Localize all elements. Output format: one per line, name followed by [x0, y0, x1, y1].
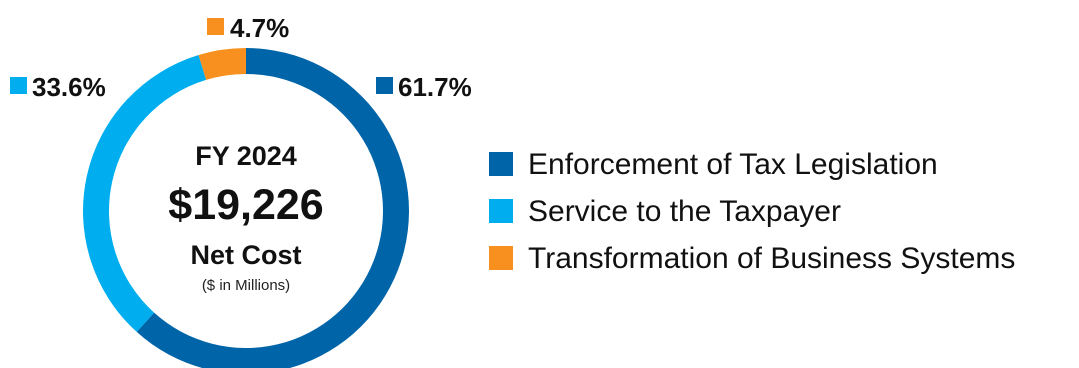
percent-label-service: 33.6% [32, 72, 106, 102]
legend: Enforcement of Tax Legislation Service to… [489, 148, 1015, 275]
slice-transformation [198, 48, 246, 80]
percent-label-transformation: 4.7% [230, 13, 289, 43]
legend-label-service: Service to the Taxpayer [528, 195, 841, 228]
center-value: $19,226 [168, 181, 323, 229]
legend-swatch-service [489, 199, 513, 223]
percent-swatch-enforcement [376, 77, 393, 94]
legend-swatch-transformation [489, 246, 513, 270]
percent-swatch-transformation [207, 18, 224, 35]
center-note: ($ in Millions) [202, 277, 290, 294]
percent-label-enforcement: 61.7% [398, 72, 472, 102]
slice-enforcement [136, 48, 409, 368]
percent-swatch-service [10, 77, 27, 94]
center-label: Net Cost [190, 240, 301, 270]
slice-service [83, 55, 207, 332]
legend-label-enforcement: Enforcement of Tax Legislation [528, 148, 938, 181]
percent-labels: 61.7% 33.6% 4.7% [10, 13, 472, 102]
donut-slices [83, 48, 409, 368]
legend-label-transformation: Transformation of Business Systems [528, 242, 1015, 275]
legend-swatch-enforcement [489, 152, 513, 176]
center-title: FY 2024 [195, 141, 297, 171]
